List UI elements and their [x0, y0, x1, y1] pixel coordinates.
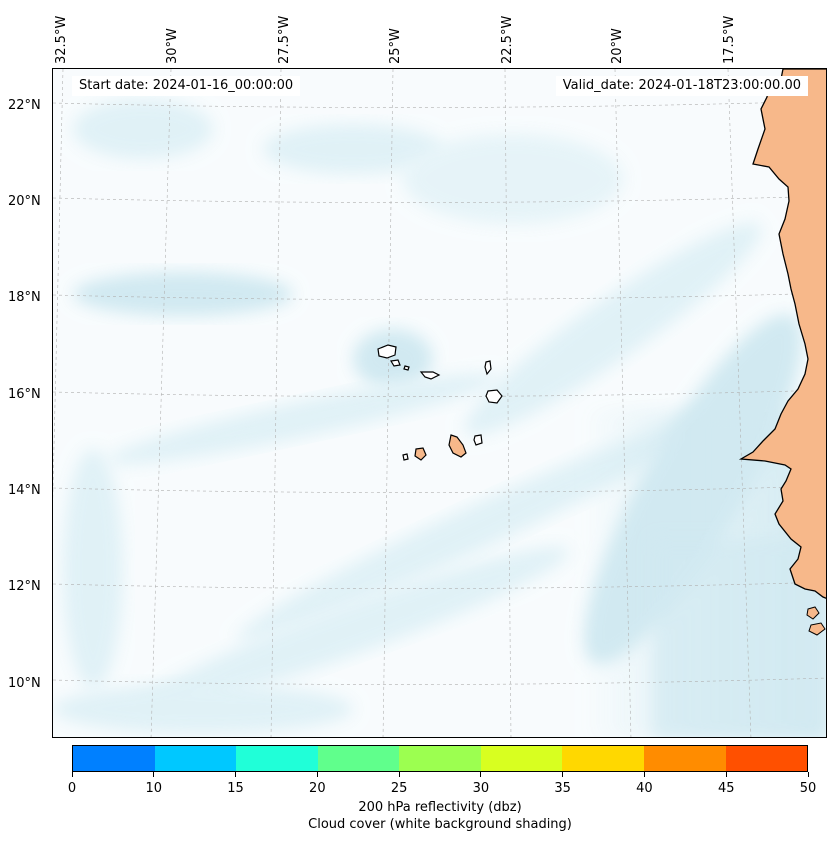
colorbar-tick-label: 15	[227, 781, 244, 796]
colorbar-tick	[235, 772, 237, 777]
colorbar-tick	[562, 772, 564, 777]
latitude-label: 16°N	[8, 387, 41, 402]
reflectivity-colorbar	[72, 745, 808, 772]
longitude-label: 27.5°W	[277, 15, 292, 64]
colorbar-segment	[236, 746, 318, 771]
map-panel[interactable]	[52, 68, 827, 738]
island-fogo	[414, 447, 427, 461]
latitude-label: 14°N	[8, 483, 41, 498]
longitude-label: 22.5°W	[500, 15, 515, 64]
longitude-label: 17.5°W	[722, 15, 737, 64]
latitude-label: 12°N	[8, 579, 41, 594]
colorbar-tick	[725, 772, 727, 777]
colorbar-tick	[807, 772, 809, 777]
island-santa-luzia	[403, 365, 410, 371]
latitude-label: 18°N	[8, 290, 41, 305]
start-date-label: Start date: 2024-01-16_00:00:00	[72, 76, 301, 96]
longitude-label: 30°W	[165, 28, 180, 64]
colorbar-tick	[71, 772, 73, 777]
colorbar-tick-label: 50	[799, 781, 817, 796]
longitude-label: 32.5°W	[54, 15, 69, 64]
latitude-label: 10°N	[8, 676, 41, 691]
mainland-africa	[738, 69, 826, 636]
colorbar-tick-label: 40	[636, 781, 653, 796]
colorbar-segment	[480, 746, 563, 771]
colorbar-tick	[398, 772, 400, 777]
cloud-cover-shading	[53, 69, 826, 737]
colorbar-tick-label: 0	[67, 781, 77, 796]
colorbar-tick-label: 10	[145, 781, 163, 796]
colorbar-segment	[317, 746, 400, 771]
colorbar-tick	[643, 772, 645, 777]
island-sao-nicolau	[419, 371, 441, 380]
colorbar-tick-label: 25	[390, 781, 408, 796]
colorbar-tick-label: 35	[554, 781, 571, 796]
island-santiago	[448, 434, 467, 458]
colorbar-segment	[399, 746, 481, 771]
island-sao-vicente	[390, 359, 401, 367]
island-maio	[473, 434, 483, 446]
colorbar-tick-label: 45	[717, 781, 735, 796]
island-sal	[484, 360, 492, 376]
graticule	[53, 69, 826, 737]
colorbar-segment	[643, 746, 726, 771]
cape-verde-islands	[377, 344, 503, 461]
colorbar-tick-label: 20	[309, 781, 326, 796]
island-boa-vista	[485, 389, 503, 404]
longitude-label: 20°W	[610, 28, 625, 64]
map-canvas	[53, 69, 826, 737]
colorbar-segment	[725, 746, 808, 771]
colorbar-segment	[154, 746, 237, 771]
colorbar-segment	[73, 746, 155, 771]
latitude-label: 22°N	[8, 98, 41, 113]
colorbar-segment	[562, 746, 644, 771]
longitude-label: 25°W	[388, 28, 403, 64]
island-brava	[402, 453, 409, 461]
colorbar-tick-label: 30	[472, 781, 490, 796]
valid-date-label: Valid_date: 2024-01-18T23:00:00.00	[555, 76, 808, 96]
island-santo-antao	[377, 344, 397, 359]
colorbar-tick	[153, 772, 155, 777]
colorbar-tick	[316, 772, 318, 777]
colorbar-tick	[480, 772, 482, 777]
colorbar-title: 200 hPa reflectivity (dbz)	[358, 800, 522, 815]
colorbar-subtitle: Cloud cover (white background shading)	[308, 817, 572, 832]
latitude-label: 20°N	[8, 194, 41, 209]
